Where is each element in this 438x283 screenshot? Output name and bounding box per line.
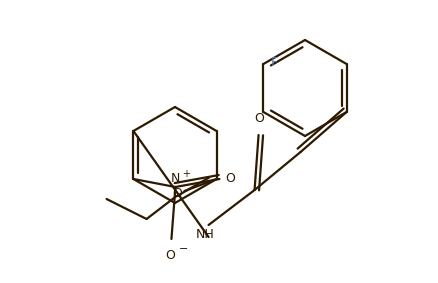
Text: O: O: [254, 112, 264, 125]
Text: +: +: [182, 169, 190, 179]
Text: NH: NH: [196, 228, 215, 241]
Text: O: O: [225, 171, 235, 185]
Text: O: O: [165, 249, 175, 262]
Text: O: O: [172, 186, 182, 200]
Text: −: −: [178, 244, 187, 254]
Text: F: F: [270, 55, 277, 68]
Text: N: N: [170, 172, 180, 185]
